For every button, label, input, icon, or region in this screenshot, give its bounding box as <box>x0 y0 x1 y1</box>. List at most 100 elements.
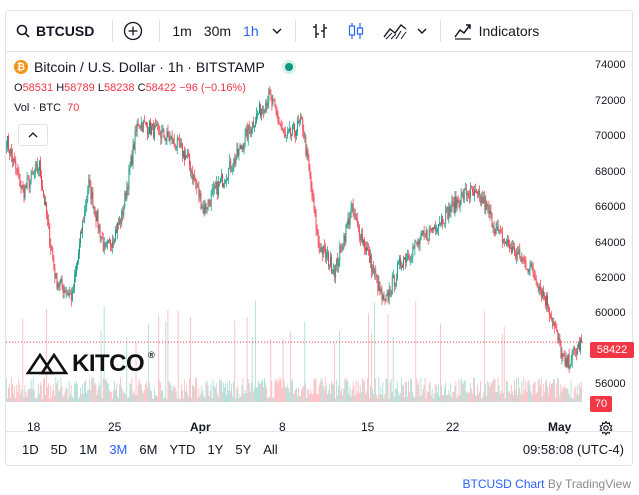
volume-bar <box>270 339 272 402</box>
range-5y[interactable]: 5Y <box>235 441 252 457</box>
volume-bar <box>21 389 23 402</box>
volume-bar <box>153 398 154 402</box>
range-1y[interactable]: 1Y <box>207 441 224 457</box>
volume-bar <box>277 382 279 402</box>
chart-settings-gear-icon[interactable] <box>598 420 614 436</box>
volume-bar <box>578 383 580 402</box>
candle-body <box>152 123 153 127</box>
candle-body <box>148 133 149 135</box>
volume-bar <box>388 398 390 402</box>
candle-body <box>178 139 180 147</box>
compare-button[interactable] <box>123 11 143 51</box>
volume-bar <box>336 379 337 402</box>
volume-bar <box>292 393 294 402</box>
volume-bar <box>178 398 180 402</box>
range-6m[interactable]: 6M <box>139 441 158 457</box>
volume-bar <box>32 377 34 402</box>
candle-body <box>390 293 392 296</box>
chevron-down-icon[interactable] <box>271 27 283 35</box>
candle-body <box>85 205 87 210</box>
volume-bar <box>548 394 549 402</box>
bar-chart-type-icon[interactable] <box>310 21 330 41</box>
volume-bar <box>546 379 547 402</box>
volume-bar <box>236 388 238 402</box>
candle-body <box>311 186 313 196</box>
candle-body <box>144 122 146 123</box>
volume-bar <box>372 389 373 402</box>
candle-body <box>185 155 186 160</box>
attribution-link[interactable]: BTCUSD Chart <box>462 477 545 491</box>
volume-bar <box>278 377 280 402</box>
volume-bar <box>298 388 299 402</box>
candle-body <box>45 202 47 205</box>
interval-1m[interactable]: 1m <box>172 23 192 39</box>
volume-bar <box>564 384 566 402</box>
candle-body <box>431 227 433 231</box>
range-3m[interactable]: 3M <box>109 441 128 457</box>
volume-bar <box>118 398 119 402</box>
candle-body <box>270 92 272 96</box>
interval-30m[interactable]: 30m <box>203 23 232 39</box>
volume-bar <box>452 392 454 402</box>
range-1d[interactable]: 1D <box>22 441 39 457</box>
candle-body <box>17 169 19 174</box>
range-5d[interactable]: 5D <box>50 441 68 457</box>
interval-1h[interactable]: 1h <box>243 23 259 39</box>
candle-body <box>541 290 543 297</box>
volume-bar <box>64 391 66 402</box>
open-value: 58531 <box>22 82 54 94</box>
volume-bar <box>8 387 9 402</box>
volume-bar <box>497 377 499 402</box>
candle-body <box>553 323 555 326</box>
volume-bar <box>192 385 193 402</box>
range-ytd[interactable]: YTD <box>169 441 196 457</box>
candle-body <box>395 277 397 284</box>
clock[interactable]: 09:58:08 (UTC-4) <box>522 441 624 457</box>
volume-bar <box>210 384 212 402</box>
price-tick: 60000 <box>595 307 626 319</box>
candle-body <box>345 225 347 242</box>
volume-bar <box>439 396 440 402</box>
candle-body <box>269 89 271 93</box>
candle-body <box>41 175 42 186</box>
candle-body <box>351 203 353 208</box>
volume-bar <box>341 387 343 402</box>
volume-bar <box>173 385 175 402</box>
volume-bar <box>9 383 10 402</box>
candle-body <box>549 308 551 316</box>
volume-bar <box>42 398 43 402</box>
range-1m[interactable]: 1M <box>79 441 98 457</box>
volume-bar <box>505 380 507 402</box>
indicators-button[interactable]: Indicators <box>453 21 539 41</box>
area-chart-type-icon[interactable] <box>382 21 408 41</box>
volume-bar <box>549 382 550 402</box>
symbol-search[interactable]: BTCUSD <box>16 11 94 51</box>
volume-bar <box>409 391 411 402</box>
candle-body <box>533 274 535 278</box>
candle-body <box>257 113 258 115</box>
candle-body <box>411 256 413 259</box>
range-all[interactable]: All <box>263 441 278 457</box>
volume-bar <box>424 377 426 402</box>
volume-bar <box>25 392 27 402</box>
candle-body <box>68 293 70 296</box>
volume-bar <box>323 389 325 402</box>
candle-body <box>344 235 346 242</box>
volume-bar <box>134 394 136 402</box>
close-value: 58422 <box>145 82 177 94</box>
candle-body <box>476 191 477 193</box>
candles-chart-type-icon[interactable] <box>346 21 366 41</box>
volume-bar <box>251 337 253 402</box>
collapse-legend-button[interactable] <box>18 124 48 146</box>
candle-body <box>67 292 69 296</box>
candle-body <box>94 207 96 216</box>
volume-bar <box>421 394 423 402</box>
chevron-down-icon[interactable] <box>416 27 428 35</box>
candle-body <box>570 360 572 366</box>
candle-body <box>164 137 166 141</box>
candle-body <box>275 105 277 111</box>
price-chart[interactable] <box>6 52 632 417</box>
volume-bar <box>129 383 131 402</box>
volume-bar <box>124 392 126 402</box>
volume-bar <box>455 381 457 402</box>
